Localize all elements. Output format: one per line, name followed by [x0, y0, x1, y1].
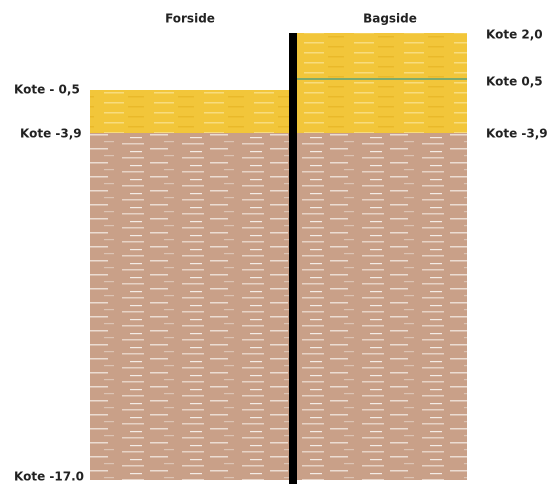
level-label: Kote -3,9: [486, 127, 548, 141]
header-back: Bagside: [363, 12, 417, 26]
sheet-pile-wall: [289, 33, 297, 484]
header-front: Forside: [165, 12, 215, 26]
sand-layer: [90, 90, 290, 133]
level-label: Kote -17.0: [14, 470, 84, 484]
level-label: Kote -3,9: [20, 127, 82, 141]
clay-layer: [90, 133, 290, 480]
level-label: Kote - 0,5: [14, 83, 80, 97]
level-label: Kote 2,0: [486, 28, 543, 42]
clay-layer: [297, 133, 467, 480]
sand-layer: [297, 33, 467, 133]
diagram: Forside Bagside Kote 2,0 Kote 0,5 Kote -…: [0, 0, 558, 484]
level-label: Kote 0,5: [486, 75, 543, 89]
